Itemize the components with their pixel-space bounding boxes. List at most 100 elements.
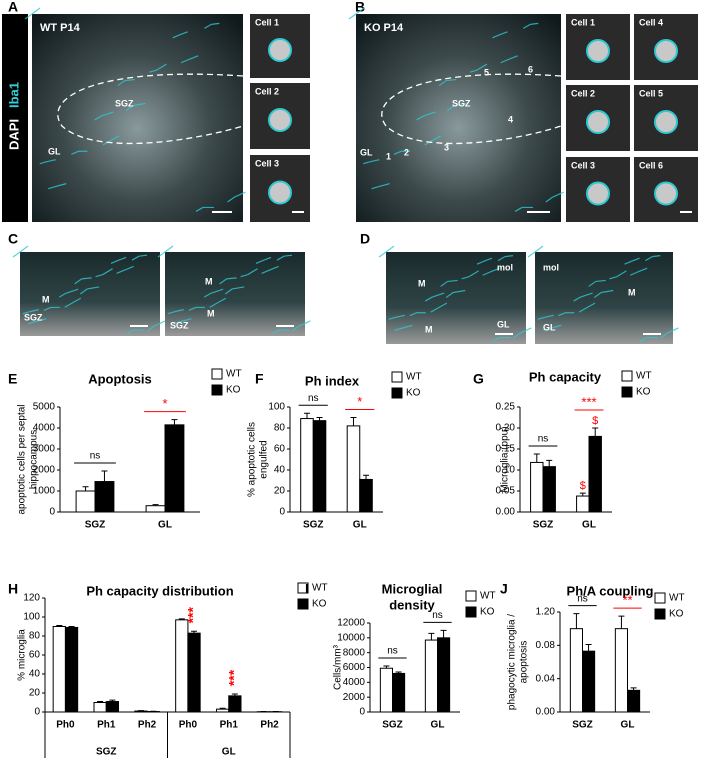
inset-cell bbox=[268, 38, 292, 62]
bar bbox=[312, 420, 327, 513]
legend-swatch bbox=[654, 592, 666, 604]
microglia-process bbox=[95, 268, 113, 278]
stain-label: Iba1 bbox=[6, 82, 21, 108]
y-tick-label: 4000 bbox=[33, 423, 56, 434]
image-tag: GL bbox=[48, 146, 61, 156]
x-tick-label: SGZ bbox=[303, 520, 324, 531]
y-tick-label: 80 bbox=[29, 631, 41, 642]
x-tick-label: GL bbox=[353, 520, 367, 531]
legend-label: KO bbox=[406, 388, 421, 399]
error-bar bbox=[231, 693, 238, 696]
microglia-process bbox=[537, 314, 554, 320]
microglia-process bbox=[219, 277, 237, 285]
bar bbox=[93, 702, 107, 713]
microglia-process bbox=[12, 245, 29, 258]
bar bbox=[614, 628, 628, 713]
bar bbox=[576, 495, 590, 513]
inset-cell bbox=[586, 181, 610, 206]
bar bbox=[424, 639, 439, 713]
legend-swatch bbox=[621, 370, 633, 382]
microglia-process bbox=[292, 320, 311, 332]
inset-label: Cell 3 bbox=[255, 158, 279, 168]
legend-label: KO bbox=[669, 609, 684, 620]
inset-cell bbox=[654, 39, 678, 63]
y-axis-label: Microglia (ppu) bbox=[500, 426, 511, 492]
y-axis-label: % microglia bbox=[17, 629, 28, 681]
x-tick-label: Ph2 bbox=[138, 720, 157, 731]
image-tag: SGZ bbox=[24, 312, 43, 322]
microglia-process bbox=[131, 254, 148, 261]
error-bar bbox=[363, 474, 370, 480]
microglia-process bbox=[609, 270, 627, 280]
microglia-process bbox=[624, 257, 640, 265]
layer-outline bbox=[381, 73, 562, 145]
panel-letter: A bbox=[8, 0, 18, 15]
legend-label: WT bbox=[406, 372, 422, 383]
y-tick-label: 8000 bbox=[343, 647, 366, 658]
y-axis-label: hippocampus bbox=[29, 430, 40, 489]
microglia-process bbox=[126, 329, 145, 335]
significance-label: * bbox=[162, 396, 167, 411]
y-axis-label: apoptosis bbox=[519, 641, 530, 684]
microglia-process bbox=[363, 159, 380, 165]
legend-swatch bbox=[465, 606, 477, 618]
micrograph bbox=[20, 252, 160, 336]
significance-marker: *** bbox=[185, 607, 201, 624]
y-tick-label: 0.25 bbox=[496, 402, 516, 413]
microglia-process bbox=[660, 327, 679, 339]
microglia-process bbox=[117, 78, 135, 87]
microglia-process bbox=[43, 306, 60, 311]
image-tag: 1 bbox=[386, 151, 391, 161]
microglia-process bbox=[430, 302, 448, 313]
bar bbox=[145, 505, 166, 513]
error-bar bbox=[219, 707, 226, 710]
error-bar bbox=[56, 625, 63, 627]
chart-title: Apoptosis bbox=[88, 371, 152, 386]
error-bar bbox=[585, 644, 592, 652]
significance-label: ns bbox=[538, 434, 549, 445]
microglia-process bbox=[424, 292, 445, 302]
error-bar bbox=[109, 699, 116, 702]
x-tick-label: Ph1 bbox=[220, 720, 239, 731]
significance-label: ns bbox=[308, 393, 319, 404]
bar bbox=[437, 637, 451, 713]
stain-label: DAPI bbox=[6, 119, 21, 150]
error-bar bbox=[395, 671, 402, 674]
microglia-process bbox=[227, 191, 246, 203]
microglia-process bbox=[79, 286, 100, 295]
error-bar bbox=[350, 417, 357, 426]
image-tag: mol bbox=[543, 262, 559, 272]
image-tag: SGZ bbox=[452, 98, 471, 108]
image-tag: 3 bbox=[444, 142, 449, 152]
microglia-process bbox=[271, 329, 290, 335]
microglia-process bbox=[558, 312, 575, 317]
microglia-process bbox=[545, 191, 565, 203]
microglia-process bbox=[476, 257, 493, 265]
image-tag: GL bbox=[497, 319, 510, 329]
inset-cell bbox=[268, 108, 292, 132]
image-tag: 5 bbox=[484, 67, 489, 77]
microglia-process bbox=[48, 183, 67, 190]
chart-title: Ph index bbox=[305, 373, 360, 388]
image-tag: SGZ bbox=[170, 320, 189, 330]
microglia-process bbox=[195, 206, 214, 212]
y-axis-label: apoptotic cells per septal bbox=[17, 404, 28, 514]
bar bbox=[392, 672, 406, 713]
error-bar bbox=[171, 419, 178, 425]
bar bbox=[216, 708, 230, 713]
inset-label: Cell 6 bbox=[639, 160, 663, 170]
group-label: GL bbox=[222, 747, 236, 758]
y-tick-label: 0.15 bbox=[496, 444, 516, 455]
bar bbox=[379, 667, 394, 713]
panel-letter: C bbox=[8, 231, 18, 247]
microglia-process bbox=[543, 324, 562, 331]
y-tick-label: 12000 bbox=[337, 618, 365, 629]
y-tick-label: 40 bbox=[29, 669, 41, 680]
bar bbox=[94, 481, 115, 513]
panel-letter: J bbox=[500, 581, 508, 597]
inset-cell bbox=[586, 39, 610, 63]
x-tick-label: SGZ bbox=[382, 720, 403, 731]
x-tick-label: SGZ bbox=[85, 520, 106, 531]
x-tick-label: GL bbox=[431, 720, 445, 731]
chart-title: Ph capacity bbox=[529, 369, 602, 384]
